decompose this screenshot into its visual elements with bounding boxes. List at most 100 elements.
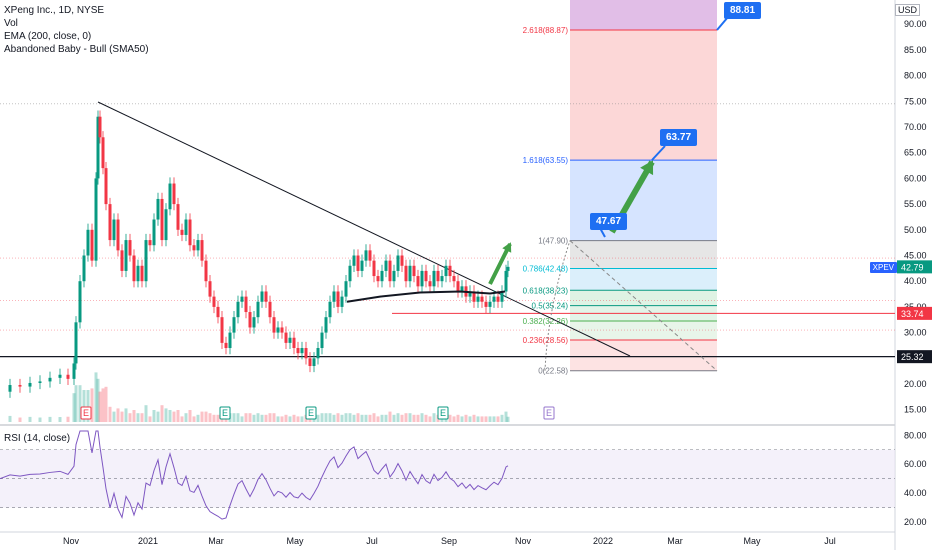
- volume-bar: [208, 413, 212, 422]
- volume-bar: [136, 413, 140, 422]
- fib-zone: [570, 290, 717, 306]
- candle-body: [500, 291, 504, 302]
- candle-body: [124, 240, 128, 271]
- volume-bar: [216, 414, 220, 422]
- volume-bar: [66, 416, 70, 422]
- candle-body: [488, 301, 492, 307]
- volume-bar: [18, 417, 22, 422]
- candle-body: [78, 281, 82, 323]
- candle-body: [356, 255, 360, 271]
- candle-body: [448, 265, 452, 277]
- candle-body: [480, 296, 484, 302]
- candle-body: [476, 296, 480, 302]
- candle-body: [132, 255, 136, 282]
- volume-bar: [332, 414, 336, 422]
- volume-bar: [196, 414, 200, 422]
- volume-bar: [164, 408, 168, 422]
- volume-bar: [372, 413, 376, 422]
- arrow-head: [502, 242, 512, 253]
- candle-body: [196, 240, 200, 251]
- volume-bar: [188, 410, 192, 422]
- candle-body: [108, 204, 112, 241]
- candle-body: [404, 265, 408, 282]
- candle-body: [340, 296, 344, 307]
- target-callout[interactable]: 63.77: [660, 129, 698, 146]
- target-callout[interactable]: 47.67: [590, 213, 628, 230]
- candle-body: [18, 385, 22, 387]
- candle-body: [372, 260, 376, 277]
- candle-body: [256, 301, 260, 318]
- earnings-marker-label: E: [308, 408, 314, 418]
- volume-bar: [144, 405, 148, 422]
- candle-body: [101, 137, 105, 169]
- volume-bar: [424, 414, 428, 422]
- candle-body: [164, 209, 168, 241]
- candle-body: [66, 374, 70, 379]
- currency-label[interactable]: USD: [894, 4, 920, 16]
- candle-body: [412, 265, 416, 277]
- volume-bar: [140, 413, 144, 422]
- volume-bar: [356, 413, 360, 422]
- candle-body: [328, 301, 332, 318]
- candle-body: [244, 296, 248, 313]
- volume-bar: [396, 413, 400, 422]
- candle-body: [248, 312, 252, 328]
- price-tick-label: 40.00: [904, 276, 927, 286]
- projection-curve: [544, 240, 571, 371]
- candle-body: [368, 250, 372, 261]
- time-tick-label: Nov: [515, 536, 532, 546]
- candle-body: [232, 317, 236, 333]
- candle-body: [364, 250, 368, 261]
- volume-bar: [168, 410, 172, 422]
- earnings-marker: [219, 406, 231, 420]
- volume-bar: [296, 416, 300, 422]
- price-badge: [897, 350, 932, 364]
- volume-bar: [316, 414, 320, 422]
- rsi-tick-label: 20.00: [904, 517, 927, 527]
- volume-bar: [284, 414, 288, 422]
- volume-bar: [116, 408, 120, 422]
- candle-body: [492, 296, 496, 302]
- earnings-marker: [305, 406, 317, 420]
- fib-label: 2.618(88.87): [523, 26, 569, 35]
- volume-bar: [428, 416, 432, 422]
- price-tick-label: 15.00: [904, 405, 927, 415]
- time-tick-label: 2021: [138, 536, 158, 546]
- legend-pattern: Abandoned Baby - Bull (SMA50): [4, 44, 149, 55]
- volume-bar: [104, 386, 108, 422]
- candle-body: [104, 168, 108, 205]
- volume-bar: [348, 413, 352, 422]
- fib-zone: [570, 240, 717, 269]
- candle-body: [8, 385, 12, 392]
- candle-body: [94, 178, 98, 261]
- volume-bar: [280, 416, 284, 422]
- candle-body: [58, 374, 62, 378]
- volume-bar: [192, 416, 196, 422]
- volume-bar: [484, 416, 488, 422]
- trend-line: [97, 101, 631, 357]
- volume-bar: [98, 391, 102, 422]
- price-tick-label: 65.00: [904, 148, 927, 158]
- candle-body: [504, 270, 508, 292]
- candle-body: [392, 270, 396, 282]
- candle-body: [116, 219, 120, 251]
- volume-bar: [300, 416, 304, 422]
- price-badge: [897, 306, 932, 320]
- volume-bar: [464, 414, 468, 422]
- candle-body: [184, 219, 188, 235]
- volume-bar: [38, 417, 42, 422]
- volume-bar: [244, 413, 248, 422]
- price-tick-label: 90.00: [904, 19, 927, 29]
- price-tick-label: 80.00: [904, 71, 927, 81]
- candle-body: [472, 291, 476, 302]
- time-tick-label: Jul: [824, 536, 836, 546]
- candle-body: [204, 260, 208, 282]
- candle-body: [48, 377, 52, 382]
- volume-bar: [324, 413, 328, 422]
- target-callout[interactable]: 88.81: [724, 2, 762, 19]
- volume-bar: [506, 416, 510, 422]
- fib-label: 0.786(42.48): [523, 264, 569, 273]
- volume-bar: [376, 416, 380, 422]
- candle-body: [240, 296, 244, 302]
